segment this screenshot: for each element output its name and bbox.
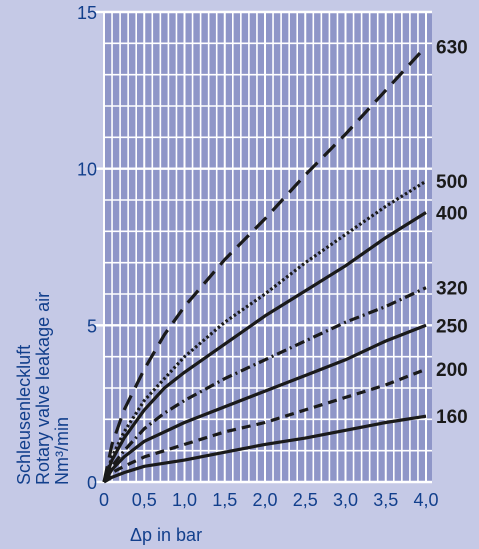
series-label-400: 400 <box>436 204 468 225</box>
y-tick-label: 15 <box>77 3 97 23</box>
series-line-320 <box>102 286 427 483</box>
x-tick-labels: 0 0,5 1,0 1,5 2,0 2,5 3,0 3,5 4,0 <box>99 490 439 510</box>
series-label-320: 320 <box>436 279 468 300</box>
y-axis-label-line-1: Schleusenleckluft <box>14 345 34 485</box>
series-line-630 <box>102 45 428 483</box>
series-label-630: 630 <box>436 37 468 58</box>
x-tick-label: 1,0 <box>172 490 197 510</box>
y-tick-label: 0 <box>87 473 97 493</box>
y-axis-label-line-2: Rotary valve leakage air <box>33 292 53 485</box>
series-line-200 <box>102 367 427 484</box>
x-axis-label: Δp in bar <box>130 525 202 545</box>
series-line-250 <box>102 323 427 483</box>
series-line-400 <box>102 211 427 483</box>
series-line-500 <box>102 179 427 483</box>
y-tick-labels: 0 5 10 15 <box>77 3 97 493</box>
y-tick-label: 5 <box>87 316 97 336</box>
x-tick-label: 0 <box>99 490 109 510</box>
grid <box>94 10 432 484</box>
y-axis-label-line-3: Nm³/min <box>52 417 72 485</box>
y-tick-label: 10 <box>77 160 97 180</box>
series-labels: 630 500 400 320 250 200 160 <box>436 37 468 428</box>
x-tick-label: 0,5 <box>132 490 157 510</box>
plot-area <box>104 12 432 482</box>
y-axis-label: Schleusenleckluft Rotary valve leakage a… <box>14 292 72 485</box>
x-tick-label: 3,0 <box>333 490 358 510</box>
series-label-250: 250 <box>436 316 468 337</box>
series-label-160: 160 <box>436 407 468 428</box>
x-tick-label: 2,5 <box>293 490 318 510</box>
series-label-500: 500 <box>436 172 468 193</box>
x-tick-label: 4,0 <box>413 490 438 510</box>
series-lines <box>102 45 428 484</box>
x-tick-label: 2,0 <box>252 490 277 510</box>
x-tick-label: 1,5 <box>212 490 237 510</box>
series-label-200: 200 <box>436 360 468 381</box>
x-tick-label: 3,5 <box>373 490 398 510</box>
series-line-160 <box>103 414 427 484</box>
